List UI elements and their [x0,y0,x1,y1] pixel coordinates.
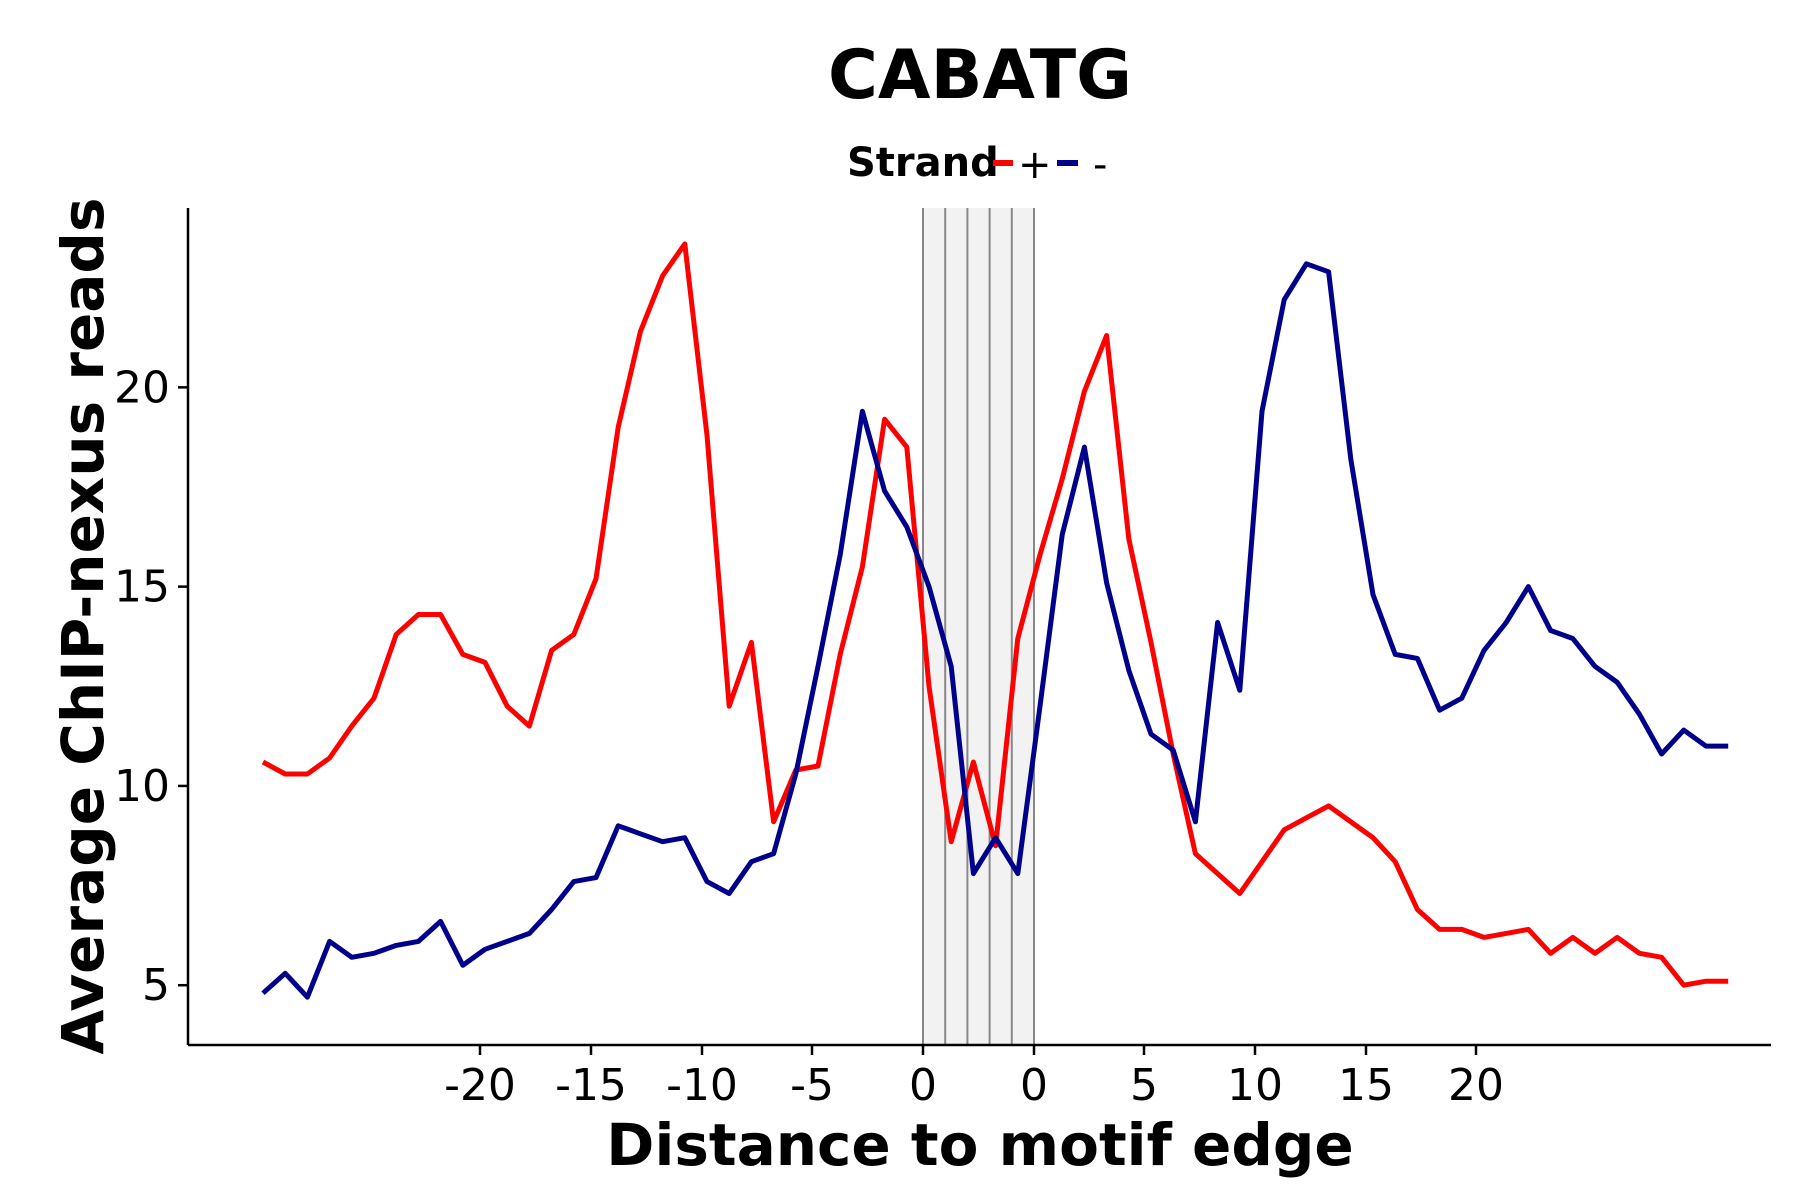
y-tick-label: 15 [114,562,170,613]
x-tick-label: 5 [1130,1060,1158,1111]
axes: 5 10 15 20 -20 -15 -10 -5 0 0 5 10 15 20 [114,208,1771,1111]
x-tick-label: 15 [1338,1060,1394,1111]
x-ticks: -20 -15 -10 -5 0 0 5 10 15 20 [444,1045,1504,1111]
x-tick-label: -15 [555,1060,627,1111]
x-tick-label: 0 [909,1060,937,1111]
x-tick-label: 0 [1020,1060,1048,1111]
series-line-minus [261,261,1729,1000]
x-tick-label: 20 [1448,1060,1504,1111]
x-tick-label: -10 [666,1060,738,1111]
series-line-plus [261,241,1729,988]
x-axis-label: Distance to motif edge [606,1111,1353,1179]
y-tick-label: 5 [142,960,170,1011]
legend: Strand + - [847,140,1107,188]
x-tick-label: -5 [790,1060,834,1111]
chart-title: CABATG [828,36,1132,115]
x-tick-label: -20 [444,1060,516,1111]
plot-area [261,241,1729,1000]
x-tick-label: 10 [1227,1060,1283,1111]
legend-label-plus: + [1018,142,1052,188]
y-axis-label: Average ChIP-nexus reads [49,198,117,1055]
y-tick-label: 20 [114,362,170,413]
y-ticks: 5 10 15 20 [114,362,188,1011]
legend-label-minus: - [1093,142,1107,188]
y-tick-label: 10 [114,761,170,812]
legend-title: Strand [847,140,999,186]
